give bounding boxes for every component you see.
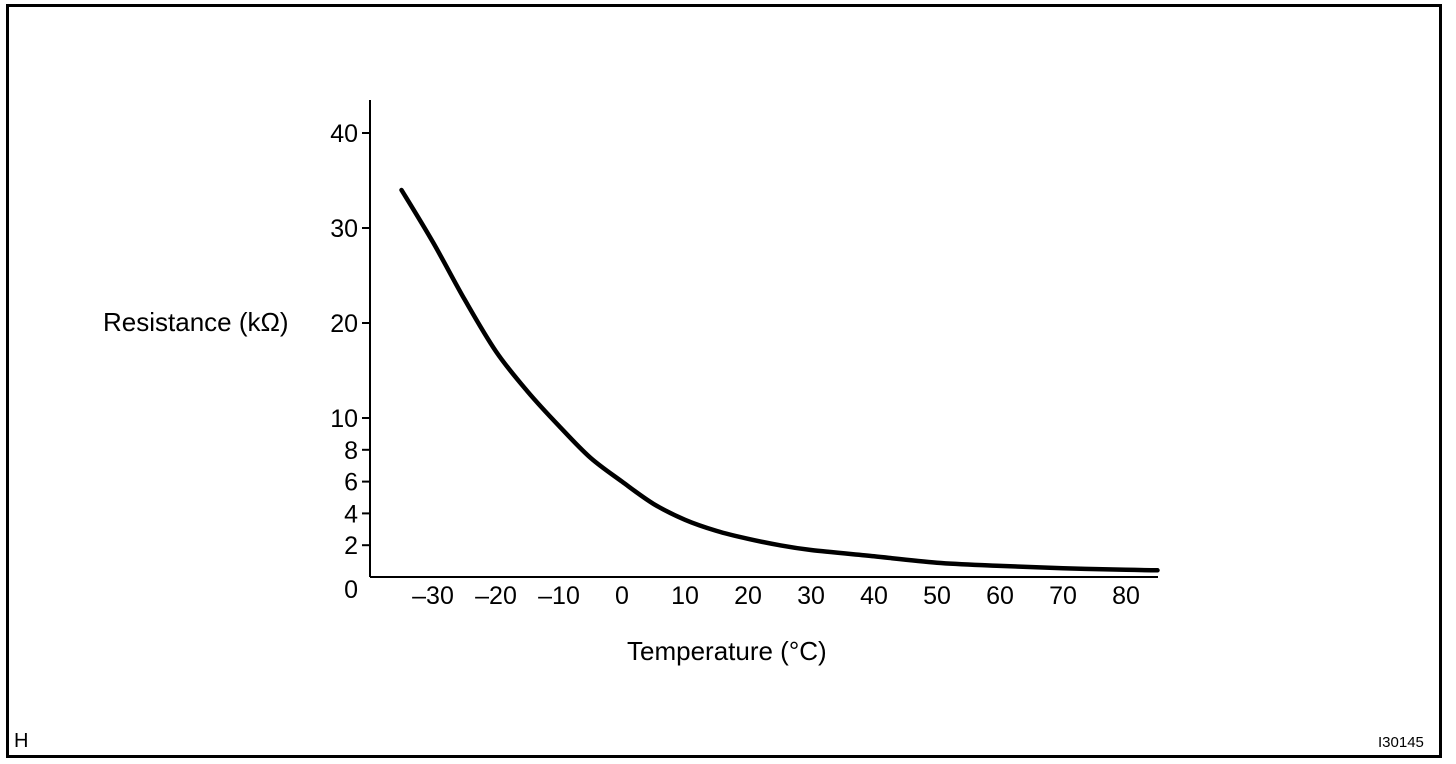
y-tick-label: 2 xyxy=(344,532,358,560)
y-ticks: 0 2 4 6 8 10 20 30 40 xyxy=(330,120,370,604)
figure-frame xyxy=(6,4,1442,758)
y-tick-label: 20 xyxy=(330,310,358,338)
y-tick-label: 8 xyxy=(344,437,358,465)
x-tick-label: 20 xyxy=(734,582,762,610)
y-axis-label: Resistance (kΩ) xyxy=(103,307,289,337)
y-tick-label: 30 xyxy=(330,215,358,243)
x-axis-label: Temperature (°C) xyxy=(627,636,827,666)
y-tick-label: 40 xyxy=(330,120,358,148)
x-tick-label: –30 xyxy=(412,582,454,610)
axes xyxy=(369,100,1158,578)
x-tick-label: –10 xyxy=(538,582,580,610)
x-tick-label: 10 xyxy=(671,582,699,610)
x-tick-label: 60 xyxy=(986,582,1014,610)
x-tick-label: 0 xyxy=(615,582,629,610)
y-tick-label: 6 xyxy=(344,469,358,497)
y-tick-label: 10 xyxy=(330,405,358,433)
x-tick-label: 80 xyxy=(1112,582,1140,610)
x-tick-label: 30 xyxy=(797,582,825,610)
x-tick-label: 40 xyxy=(860,582,888,610)
x-tick-label: 50 xyxy=(923,582,951,610)
figure-id-label: I30145 xyxy=(1378,734,1424,751)
y-tick-label: 4 xyxy=(344,500,358,528)
resistance-curve xyxy=(399,187,1160,573)
corner-mark-left: H xyxy=(14,730,29,752)
y-tick-label: 0 xyxy=(344,576,358,604)
x-ticks: –30 –20 –10 0 10 20 30 40 50 60 70 80 xyxy=(412,582,1140,610)
x-tick-label: –20 xyxy=(475,582,517,610)
x-tick-label: 70 xyxy=(1049,582,1077,610)
